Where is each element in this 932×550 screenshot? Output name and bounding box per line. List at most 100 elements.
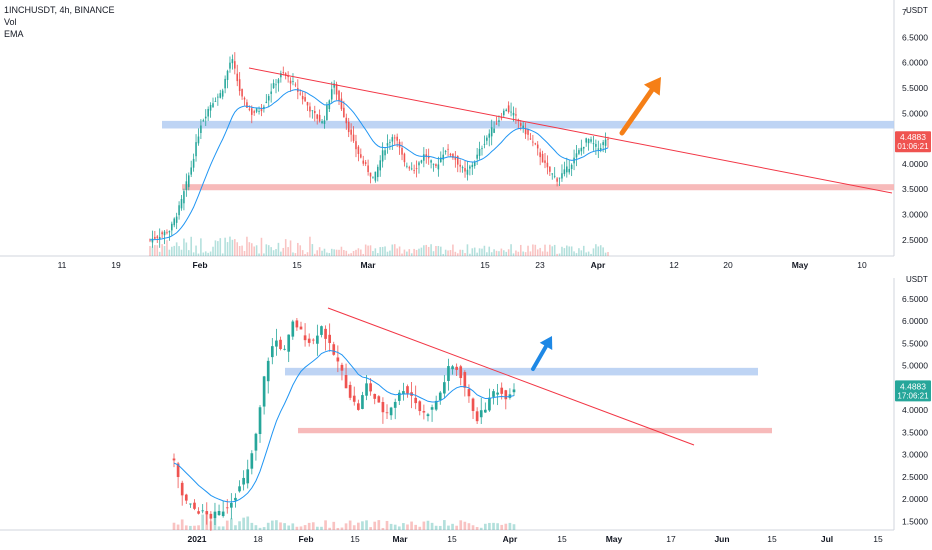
volume-bar [397, 526, 401, 530]
volume-bar [357, 248, 360, 256]
volume-bar [234, 239, 236, 256]
candle-body [168, 231, 171, 233]
candle-body [180, 482, 184, 496]
volume-bar [369, 245, 372, 256]
volume-bar [231, 239, 234, 256]
top-y-tick-label: 2.5000 [902, 235, 928, 245]
candle-body [444, 151, 447, 152]
symbol-line[interactable]: 1INCHUSDT, 4h, BINANCE [4, 5, 115, 15]
candle-body [364, 162, 367, 164]
candle-body [469, 166, 471, 169]
candle-body [479, 410, 483, 418]
volume-bar [189, 525, 192, 530]
top-resistance-zone [162, 120, 894, 129]
volume-bar [347, 253, 350, 256]
top-breakout-arrow-shaft [619, 87, 655, 136]
candle-body [496, 392, 499, 395]
candle-body [250, 453, 254, 469]
candle-body [432, 163, 435, 165]
top-y-tick-label: 3.5000 [902, 184, 928, 194]
candle-body [307, 338, 311, 343]
candle-body [435, 164, 437, 167]
volume-bar [209, 251, 212, 256]
candle-body [599, 147, 602, 150]
volume-bar [481, 248, 483, 256]
candle-body [415, 168, 418, 169]
candle-body [427, 156, 430, 159]
candle-body [459, 366, 463, 379]
volume-bar [166, 240, 168, 256]
candle-body [580, 147, 583, 152]
volume-bar [573, 251, 575, 256]
candle-body [369, 172, 372, 177]
bottom-y-tick-label: 4.0000 [902, 405, 928, 415]
candle-body [604, 139, 607, 146]
top-y-tick-label: 6.0000 [902, 58, 928, 68]
candle-body [403, 153, 406, 163]
top-chart-legend: 1INCHUSDT, 4h, BINANCE Vol EMA [4, 4, 115, 40]
volume-bar [403, 249, 406, 256]
volume-bar [402, 523, 405, 530]
candle-body [510, 111, 512, 113]
top-x-tick-label: May [792, 260, 809, 270]
candle-body [602, 142, 604, 146]
candle-body [275, 84, 277, 86]
indicator-vol[interactable]: Vol [4, 17, 17, 27]
volume-bar [563, 248, 566, 256]
bottom-y-tick-label: 2.5000 [902, 472, 928, 482]
indicator-ema[interactable]: EMA [4, 29, 24, 39]
bottom-y-tick-label: 2.0000 [902, 494, 928, 504]
volume-bar [503, 250, 505, 256]
candle-body [362, 160, 365, 164]
candle-body [207, 108, 209, 117]
candle-body [313, 111, 316, 114]
candle-body [267, 96, 270, 101]
top-y-tick-label: 6.5000 [902, 32, 928, 42]
candle-body [456, 155, 459, 165]
volume-bar [255, 245, 258, 256]
bottom-y-tick-label: 3.5000 [902, 427, 928, 437]
volume-bar [488, 522, 491, 530]
candle-body [522, 125, 524, 128]
candle-body [449, 153, 452, 156]
volume-bar [389, 250, 391, 256]
candle-body [443, 382, 446, 394]
candle-body [236, 73, 239, 82]
volume-bar [323, 248, 326, 256]
candle-body [270, 91, 272, 94]
volume-bar [483, 523, 487, 530]
candle-body [418, 401, 422, 412]
volume-bar [478, 248, 481, 256]
volume-bar [440, 246, 442, 256]
volume-bar [396, 248, 398, 256]
candle-body [294, 84, 297, 86]
volume-bar [582, 245, 585, 256]
bottom-x-tick-label: May [606, 534, 623, 544]
volume-bar [430, 244, 432, 256]
volume-bar [602, 247, 604, 256]
candle-body [512, 112, 515, 116]
top-x-tick-label: 20 [723, 260, 733, 270]
volume-bar [283, 523, 286, 530]
candle-body [389, 407, 393, 416]
candle-body [214, 101, 217, 102]
volume-bar [345, 250, 348, 256]
top-x-tick-label: Feb [192, 260, 207, 270]
volume-bar [381, 246, 384, 256]
candle-body [229, 62, 231, 69]
candle-body [490, 127, 493, 137]
candle-body [175, 216, 178, 223]
volume-bar [176, 524, 180, 530]
volume-bar [549, 244, 551, 256]
volume-bar [350, 253, 352, 256]
candle-body [546, 162, 549, 168]
bottom-x-tick-label: 15 [447, 534, 457, 544]
candle-body [217, 96, 219, 98]
candle-body [303, 335, 307, 341]
volume-bar [414, 524, 418, 530]
volume-bar [343, 250, 345, 256]
candle-body [454, 157, 457, 160]
volume-bar [561, 246, 563, 256]
candle-body [234, 497, 237, 501]
